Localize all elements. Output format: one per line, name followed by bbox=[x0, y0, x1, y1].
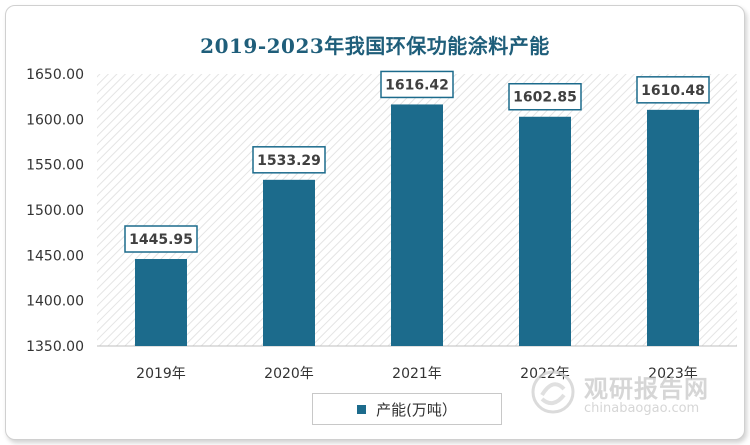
x-tick-label: 2023年 bbox=[648, 366, 698, 382]
y-tick-label: 1550.00 bbox=[26, 158, 84, 174]
legend-swatch bbox=[357, 404, 367, 414]
y-tick-label: 1600.00 bbox=[26, 112, 84, 128]
legend: 产能(万吨） bbox=[312, 393, 502, 425]
data-label: 1533.29 bbox=[257, 153, 321, 169]
watermark-cn: 观研报告网 bbox=[584, 375, 709, 403]
data-label-box bbox=[124, 225, 198, 253]
data-label: 1602.85 bbox=[513, 90, 577, 106]
data-label: 1610.48 bbox=[641, 83, 705, 99]
chart-frame: 2019-2023年我国环保功能涂料产能 1350.00 1400.00 1450.… bbox=[5, 5, 745, 440]
legend-label: 产能(万吨） bbox=[376, 400, 457, 419]
bar bbox=[519, 116, 571, 347]
bar-chart: 1350.00 1400.00 1450.00 1500.00 1550.00 1600.… bbox=[26, 67, 737, 382]
data-label-box bbox=[252, 146, 326, 174]
bar bbox=[263, 179, 315, 346]
y-tick-label: 1500.00 bbox=[26, 203, 84, 219]
y-tick-label: 1400.00 bbox=[26, 294, 84, 310]
x-tick-label: 2020年 bbox=[264, 366, 314, 382]
x-tick-label: 2019年 bbox=[136, 366, 186, 382]
watermark: 观研报告网 chinabaogao.com bbox=[530, 363, 740, 423]
x-tick-label: 2021年 bbox=[392, 366, 442, 382]
data-label: 1445.95 bbox=[129, 232, 193, 248]
watermark-en: chinabaogao.com bbox=[584, 401, 700, 416]
data-label: 1616.42 bbox=[385, 77, 449, 93]
y-tick-label: 1650.00 bbox=[26, 67, 84, 83]
bar bbox=[647, 109, 699, 346]
bar bbox=[135, 259, 187, 346]
data-label-box bbox=[636, 76, 710, 104]
y-tick-label: 1350.00 bbox=[26, 339, 84, 355]
y-tick-label: 1450.00 bbox=[26, 248, 84, 264]
data-label-box bbox=[380, 70, 454, 99]
data-label-box bbox=[508, 82, 582, 111]
bar bbox=[391, 104, 443, 347]
watermark-logo-icon bbox=[531, 370, 575, 414]
chart-title: 2019-2023年我国环保功能涂料产能 bbox=[200, 34, 550, 58]
